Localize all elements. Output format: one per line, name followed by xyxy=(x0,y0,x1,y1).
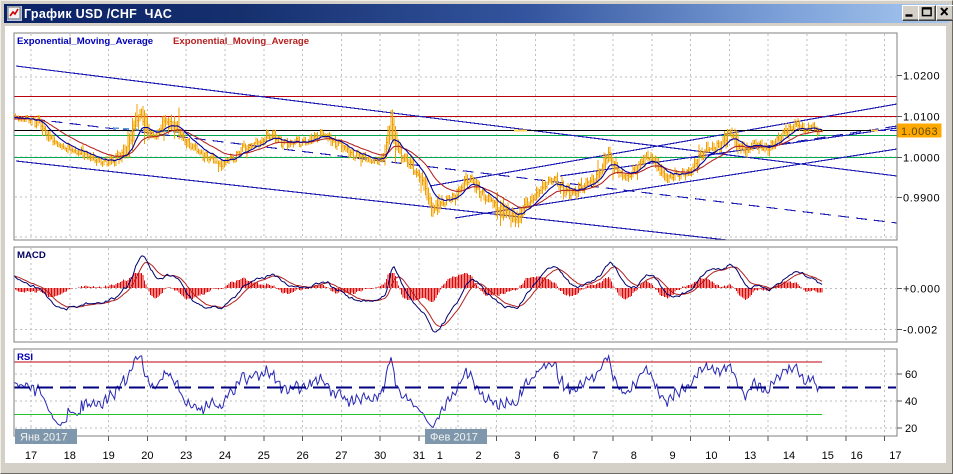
svg-text:18: 18 xyxy=(64,450,76,462)
svg-text:31: 31 xyxy=(413,450,425,462)
svg-text:Exponential_Moving_Average: Exponential_Moving_Average xyxy=(173,36,309,47)
svg-text:8: 8 xyxy=(631,450,637,462)
svg-text:1.0063: 1.0063 xyxy=(901,126,938,138)
svg-text:6: 6 xyxy=(553,450,559,462)
svg-text:17: 17 xyxy=(25,450,37,462)
svg-text:+0.000: +0.000 xyxy=(903,284,941,296)
svg-text:3: 3 xyxy=(514,450,520,462)
svg-text:1: 1 xyxy=(437,450,443,462)
svg-text:Exponential_Moving_Average: Exponential_Moving_Average xyxy=(17,36,153,47)
svg-text:40: 40 xyxy=(905,396,917,408)
svg-text:Фев 2017: Фев 2017 xyxy=(430,432,478,444)
svg-text:13: 13 xyxy=(744,450,756,462)
svg-text:1.0000: 1.0000 xyxy=(903,153,940,165)
svg-text:25: 25 xyxy=(258,450,270,462)
svg-text:15: 15 xyxy=(822,450,834,462)
svg-text:-0.002: -0.002 xyxy=(903,325,938,337)
svg-text:19: 19 xyxy=(102,450,114,462)
svg-text:60: 60 xyxy=(905,369,917,381)
svg-text:1.0100: 1.0100 xyxy=(903,112,940,124)
svg-text:20: 20 xyxy=(141,450,153,462)
svg-text:27: 27 xyxy=(335,450,347,462)
svg-text:20: 20 xyxy=(905,423,917,435)
svg-text:24: 24 xyxy=(219,450,231,462)
svg-text:Янв 2017: Янв 2017 xyxy=(20,432,67,444)
svg-text:30: 30 xyxy=(374,450,386,462)
svg-text:23: 23 xyxy=(180,450,192,462)
svg-text:17: 17 xyxy=(889,450,901,462)
svg-text:16: 16 xyxy=(850,450,862,462)
svg-text:7: 7 xyxy=(592,450,598,462)
svg-text:14: 14 xyxy=(783,450,795,462)
svg-text:2: 2 xyxy=(476,450,482,462)
svg-text:RSI: RSI xyxy=(17,352,33,363)
svg-text:0.9900: 0.9900 xyxy=(903,193,940,205)
svg-text:MACD: MACD xyxy=(17,250,46,261)
svg-text:9: 9 xyxy=(670,450,676,462)
svg-text:26: 26 xyxy=(296,450,308,462)
svg-text:10: 10 xyxy=(705,450,717,462)
svg-text:1.0200: 1.0200 xyxy=(903,71,940,83)
